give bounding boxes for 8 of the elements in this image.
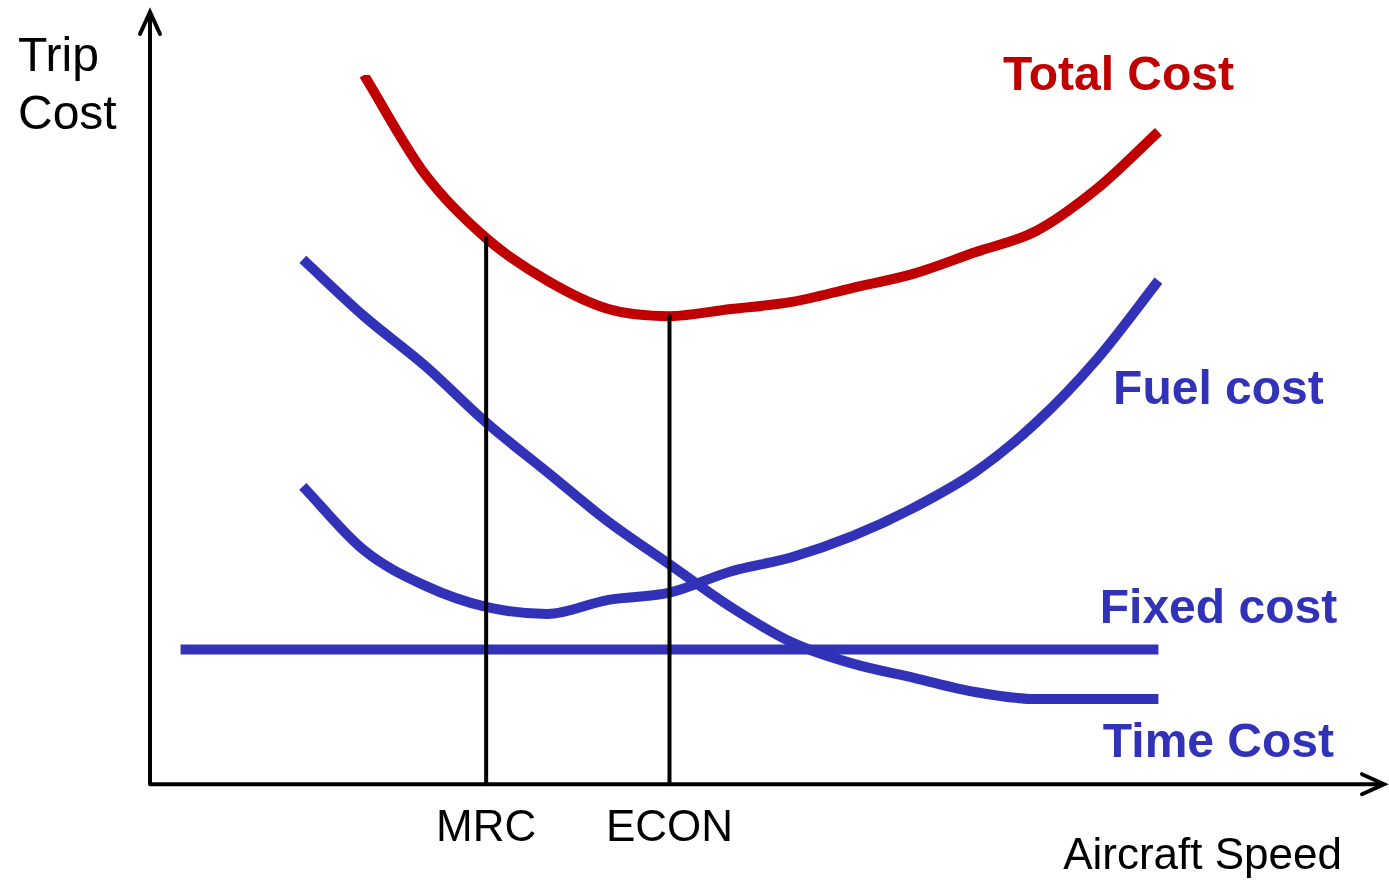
series-label: Total Cost: [1002, 46, 1234, 100]
x-tick-label: ECON: [605, 800, 734, 850]
x-axis-title: Aircraft Speed: [1063, 829, 1342, 879]
x-tick-label: MRC: [436, 800, 537, 850]
series-label: Time Cost: [1102, 714, 1335, 768]
y-axis-title: Trip Cost: [18, 28, 117, 140]
series-label: Fuel cost: [1113, 360, 1324, 414]
series-label: Fixed cost: [1099, 579, 1338, 633]
